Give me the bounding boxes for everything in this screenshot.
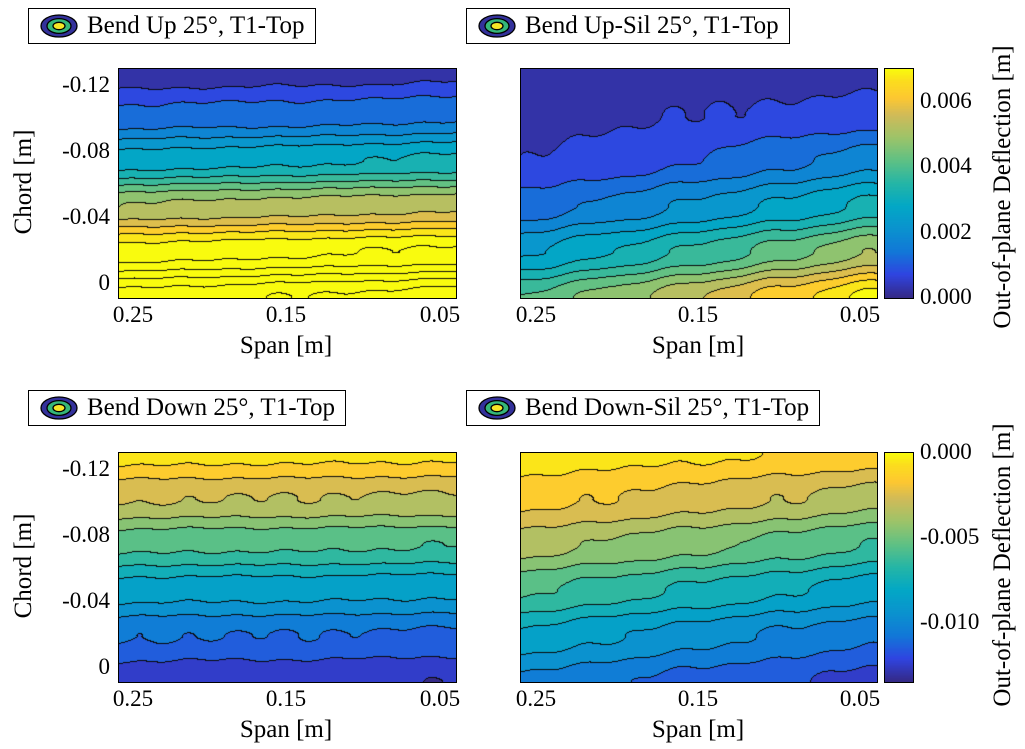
plot-title: Bend Up-Sil 25°, T1-Top bbox=[525, 12, 779, 39]
x-tick-label: 0.25 bbox=[112, 302, 154, 327]
colorbar-tick-label: 0.000 bbox=[920, 439, 972, 464]
contour-rings-icon bbox=[478, 396, 516, 420]
contour-plot-bend-down-sil bbox=[520, 452, 878, 683]
y-tick-label: 0 bbox=[98, 270, 111, 295]
y-tick-label: -0.12 bbox=[62, 72, 110, 97]
plot-title: Bend Down-Sil 25°, T1-Top bbox=[525, 394, 810, 421]
colorbar-tick-label: -0.010 bbox=[920, 609, 980, 634]
x-tick-label: 0.15 bbox=[265, 686, 307, 711]
legend-box-bend-down: Bend Down 25°, T1-Top bbox=[28, 390, 347, 426]
contour-rings-icon bbox=[478, 14, 516, 38]
x-tick-label: 0.15 bbox=[265, 302, 307, 327]
contour-rings-icon bbox=[40, 396, 78, 420]
y-tick-label: -0.08 bbox=[62, 138, 110, 163]
contour-rings-icon bbox=[40, 14, 78, 38]
plot-title: Bend Up 25°, T1-Top bbox=[87, 12, 305, 39]
y-tick-label: -0.04 bbox=[62, 588, 110, 613]
x-tick-label: 0.25 bbox=[112, 686, 154, 711]
x-tick-label: 0.25 bbox=[515, 686, 557, 711]
plot-title: Bend Down 25°, T1-Top bbox=[87, 394, 336, 421]
y-axis-label: Chord [m] bbox=[10, 513, 37, 619]
y-tick-label: -0.04 bbox=[62, 204, 110, 229]
x-axis-label: Span [m] bbox=[651, 716, 745, 743]
colorbar-tick-label: 0.004 bbox=[920, 153, 972, 178]
colorbar-tick-label: 0.006 bbox=[920, 88, 972, 113]
legend-box-bend-up: Bend Up 25°, T1-Top bbox=[28, 8, 316, 44]
legend-box-bend-up-sil: Bend Up-Sil 25°, T1-Top bbox=[466, 8, 790, 44]
legend-box-bend-down-sil: Bend Down-Sil 25°, T1-Top bbox=[466, 390, 821, 426]
x-tick-label: 0.15 bbox=[677, 302, 719, 327]
contour-plot-bend-down bbox=[118, 452, 457, 683]
x-tick-label: 0.05 bbox=[839, 302, 881, 327]
x-tick-label: 0.15 bbox=[677, 686, 719, 711]
colorbar-tick-label: 0.002 bbox=[920, 219, 972, 244]
contour-plot-bend-up bbox=[118, 68, 457, 299]
x-axis-label: Span [m] bbox=[651, 332, 745, 359]
y-tick-label: -0.12 bbox=[62, 456, 110, 481]
x-tick-label: 0.05 bbox=[419, 302, 461, 327]
x-tick-label: 0.25 bbox=[515, 302, 557, 327]
colorbar-tick-label: 0.000 bbox=[920, 284, 972, 309]
y-tick-label: 0 bbox=[98, 654, 111, 679]
x-tick-label: 0.05 bbox=[839, 686, 881, 711]
x-axis-label: Span [m] bbox=[239, 716, 333, 743]
colorbar-tick-label: -0.005 bbox=[920, 524, 980, 549]
colorbar-top bbox=[884, 68, 914, 299]
x-tick-label: 0.05 bbox=[419, 686, 461, 711]
x-axis-label: Span [m] bbox=[239, 332, 333, 359]
colorbar-label-bottom: Out-of-plane Deflection [m] bbox=[989, 423, 1016, 707]
y-axis-label: Chord [m] bbox=[10, 129, 37, 235]
colorbar-bottom bbox=[884, 452, 914, 683]
colorbar-label-top: Out-of-plane Deflection [m] bbox=[989, 45, 1016, 329]
contour-plot-bend-up-sil bbox=[520, 68, 878, 299]
y-tick-label: -0.08 bbox=[62, 522, 110, 547]
